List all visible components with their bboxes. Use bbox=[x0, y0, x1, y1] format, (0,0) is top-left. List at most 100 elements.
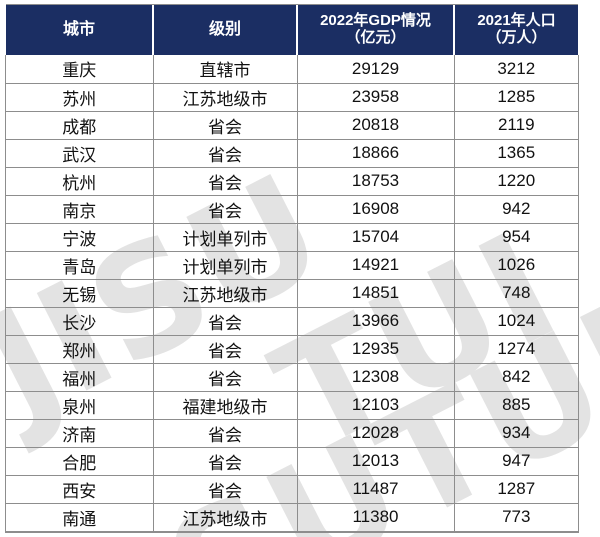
cell-city: 长沙 bbox=[6, 307, 154, 336]
cell-population: 934 bbox=[454, 419, 578, 448]
cell-gdp: 12028 bbox=[297, 419, 455, 448]
table-border-top bbox=[6, 4, 578, 5]
cell-city: 成都 bbox=[6, 111, 154, 140]
table-row: 南京 省会 16908 942 bbox=[6, 195, 578, 224]
table-row: 杭州 省会 18753 1220 bbox=[6, 167, 578, 196]
cell-level: 省会 bbox=[153, 475, 298, 504]
cell-population: 1285 bbox=[454, 83, 578, 112]
cell-population: 3212 bbox=[454, 55, 578, 84]
cell-gdp: 13966 bbox=[297, 307, 455, 336]
cell-population: 1287 bbox=[454, 475, 578, 504]
table-row: 郑州 省会 12935 1274 bbox=[6, 335, 578, 364]
cell-level: 省会 bbox=[153, 419, 298, 448]
table-row: 南通 江苏地级市 11380 773 bbox=[6, 503, 578, 531]
cell-population: 942 bbox=[454, 195, 578, 224]
cell-level: 江苏地级市 bbox=[153, 83, 298, 112]
cell-level: 计划单列市 bbox=[153, 223, 298, 252]
cell-gdp: 12935 bbox=[297, 335, 455, 364]
cell-city: 杭州 bbox=[6, 167, 154, 196]
cell-population: 1024 bbox=[454, 307, 578, 336]
cell-population: 947 bbox=[454, 447, 578, 476]
cell-gdp: 15704 bbox=[297, 223, 455, 252]
cell-level: 省会 bbox=[153, 363, 298, 392]
city-gdp-table-container: 城市 级别 2022年GDP情况 （亿元） 2021年人口 （万人） 重庆 直辖市… bbox=[6, 5, 578, 531]
table-body: 重庆 直辖市 29129 3212 苏州 江苏地级市 23958 1285 成都 省会 20818 2… bbox=[6, 55, 578, 531]
cell-city: 南京 bbox=[6, 195, 154, 224]
column-header-gdp: 2022年GDP情况 （亿元） bbox=[297, 5, 455, 55]
table-row: 西安 省会 11487 1287 bbox=[6, 475, 578, 504]
cell-population: 748 bbox=[454, 279, 578, 308]
table-row: 无锡 江苏地级市 14851 748 bbox=[6, 279, 578, 308]
cell-city: 郑州 bbox=[6, 335, 154, 364]
cell-population: 773 bbox=[502, 507, 531, 527]
cell-level: 江苏地级市 bbox=[153, 279, 298, 308]
cell-city: 西安 bbox=[6, 475, 154, 504]
cell-level: 计划单列市 bbox=[153, 251, 298, 280]
cell-gdp: 12308 bbox=[297, 363, 455, 392]
cell-gdp: 12013 bbox=[297, 447, 455, 476]
cell-level: 省会 bbox=[153, 167, 298, 196]
cell-city: 南通 bbox=[6, 503, 154, 531]
cell-city: 青岛 bbox=[6, 251, 154, 280]
cell-gdp: 20818 bbox=[297, 111, 455, 140]
cell-level: 省会 bbox=[153, 335, 298, 364]
table-row: 合肥 省会 12013 947 bbox=[6, 447, 578, 476]
table-row: 青岛 计划单列市 14921 1026 bbox=[6, 251, 578, 280]
table-row: 重庆 直辖市 29129 3212 bbox=[6, 55, 578, 84]
table-border-right bbox=[578, 55, 579, 532]
table-border-bottom bbox=[5, 531, 579, 533]
table-row: 苏州 江苏地级市 23958 1285 bbox=[6, 83, 578, 112]
table-row: 福州 省会 12308 842 bbox=[6, 363, 578, 392]
cell-gdp: 16908 bbox=[297, 195, 455, 224]
cell-gdp: 29129 bbox=[297, 55, 455, 84]
cell-level: 江苏地级市 bbox=[153, 503, 298, 531]
cell-gdp: 14851 bbox=[297, 279, 455, 308]
column-header-city-line1: 城市 bbox=[62, 20, 95, 38]
column-header-population: 2021年人口 （万人） bbox=[454, 5, 578, 55]
cell-level: 省会 bbox=[153, 447, 298, 476]
table-header-row: 城市 级别 2022年GDP情况 （亿元） 2021年人口 （万人） bbox=[6, 5, 578, 55]
cell-gdp: 12103 bbox=[297, 391, 455, 420]
column-header-population-line2: （万人） bbox=[486, 28, 547, 46]
column-header-city: 城市 bbox=[6, 5, 154, 55]
cell-city: 重庆 bbox=[6, 55, 154, 84]
cell-level: 直辖市 bbox=[153, 55, 298, 84]
cell-population: 1274 bbox=[454, 335, 578, 364]
cell-gdp: 14921 bbox=[297, 251, 455, 280]
cell-gdp: 18753 bbox=[297, 167, 455, 196]
cell-population: 954 bbox=[454, 223, 578, 252]
cell-city: 合肥 bbox=[6, 447, 154, 476]
cell-population: 842 bbox=[454, 363, 578, 392]
column-header-level-line1: 级别 bbox=[208, 20, 241, 38]
column-header-gdp-line1: 2022年GDP情况 bbox=[320, 11, 431, 29]
table-row: 宁波 计划单列市 15704 954 bbox=[6, 223, 578, 252]
cell-level: 福建地级市 bbox=[153, 391, 298, 420]
table-row: 长沙 省会 13966 1024 bbox=[6, 307, 578, 336]
cell-gdp: 18866 bbox=[297, 139, 455, 168]
cell-city: 福州 bbox=[6, 363, 154, 392]
cell-city: 宁波 bbox=[6, 223, 154, 252]
cell-level: 省会 bbox=[153, 111, 298, 140]
column-header-population-line1: 2021年人口 bbox=[477, 11, 556, 29]
table-row: 成都 省会 20818 2119 bbox=[6, 111, 578, 140]
cell-gdp: 11487 bbox=[297, 475, 455, 504]
table-border-left bbox=[5, 55, 6, 532]
cell-population: 1026 bbox=[454, 251, 578, 280]
city-gdp-table: 城市 级别 2022年GDP情况 （亿元） 2021年人口 （万人） 重庆 直辖市… bbox=[6, 5, 578, 531]
cell-population: 885 bbox=[454, 391, 578, 420]
table-row: 济南 省会 12028 934 bbox=[6, 419, 578, 448]
column-header-gdp-line2: （亿元） bbox=[345, 28, 406, 46]
cell-city: 泉州 bbox=[6, 391, 154, 420]
cell-population: 1220 bbox=[454, 167, 578, 196]
table-row: 武汉 省会 18866 1365 bbox=[6, 139, 578, 168]
cell-gdp: 11380 bbox=[297, 503, 455, 531]
cell-level: 省会 bbox=[153, 139, 298, 168]
cell-level: 省会 bbox=[153, 307, 298, 336]
table-header: 城市 级别 2022年GDP情况 （亿元） 2021年人口 （万人） bbox=[6, 5, 578, 55]
cell-city: 济南 bbox=[6, 419, 154, 448]
cell-population: 2119 bbox=[454, 111, 578, 140]
cell-population: 1365 bbox=[454, 139, 578, 168]
cell-city: 无锡 bbox=[6, 279, 154, 308]
cell-gdp: 23958 bbox=[297, 83, 455, 112]
cell-level: 省会 bbox=[153, 195, 298, 224]
